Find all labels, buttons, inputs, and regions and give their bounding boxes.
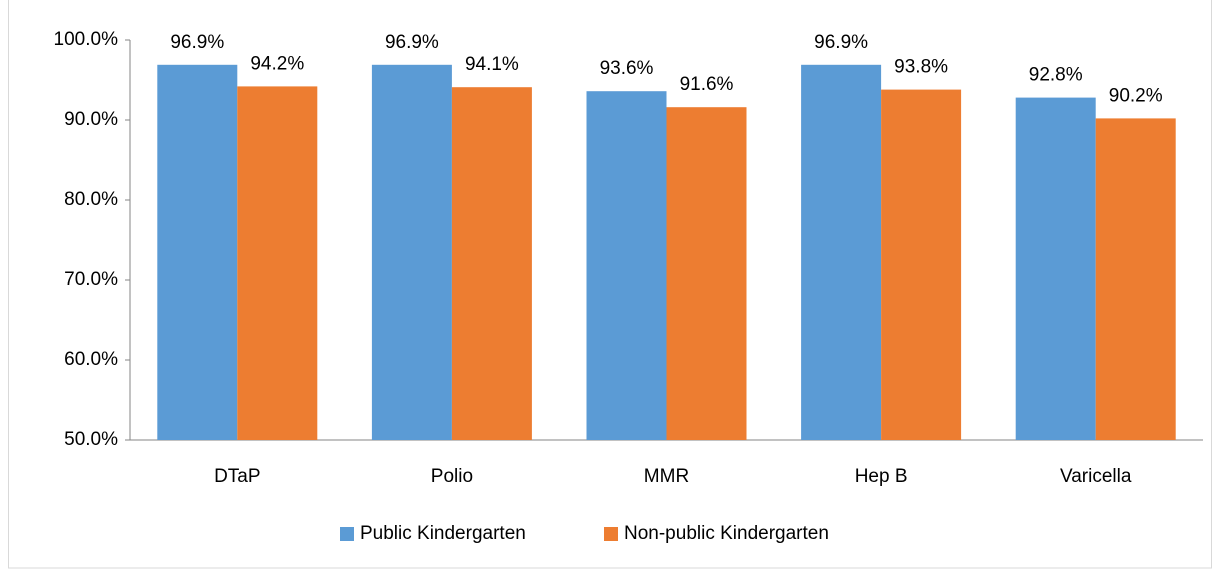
- legend-label: Non-public Kindergarten: [624, 523, 829, 544]
- data-label: 94.1%: [465, 54, 519, 75]
- data-label: 96.9%: [170, 32, 224, 53]
- data-label: 96.9%: [814, 32, 868, 53]
- y-tick-label: 70.0%: [64, 269, 118, 290]
- y-tick-label: 60.0%: [64, 349, 118, 370]
- x-tick-label: Hep B: [855, 466, 908, 487]
- x-tick-label: Polio: [431, 466, 473, 487]
- bar: [586, 91, 667, 440]
- bar: [881, 89, 962, 440]
- bar: [451, 87, 532, 440]
- legend-swatch: [604, 527, 618, 541]
- data-label: 90.2%: [1109, 85, 1163, 106]
- x-tick-label: Varicella: [1060, 466, 1132, 487]
- data-label: 93.8%: [894, 57, 948, 78]
- bar: [666, 107, 747, 440]
- y-tick-label: 80.0%: [64, 189, 118, 210]
- bar: [371, 64, 452, 441]
- data-label: 96.9%: [385, 32, 439, 53]
- x-tick-label: DTaP: [214, 466, 260, 487]
- bar: [801, 64, 882, 441]
- data-label: 91.6%: [680, 74, 734, 95]
- y-tick-label: 100.0%: [54, 29, 119, 50]
- y-tick-label: 50.0%: [64, 429, 118, 450]
- bar: [1015, 97, 1096, 440]
- legend-label: Public Kindergarten: [360, 523, 526, 544]
- data-label: 93.6%: [600, 58, 654, 79]
- bar: [157, 64, 238, 441]
- bar: [1095, 118, 1176, 441]
- data-label: 92.8%: [1029, 65, 1083, 86]
- bar: [237, 86, 318, 441]
- y-tick-label: 90.0%: [64, 109, 118, 130]
- legend-swatch: [340, 527, 354, 541]
- x-tick-label: MMR: [644, 466, 689, 487]
- data-label: 94.2%: [250, 53, 304, 74]
